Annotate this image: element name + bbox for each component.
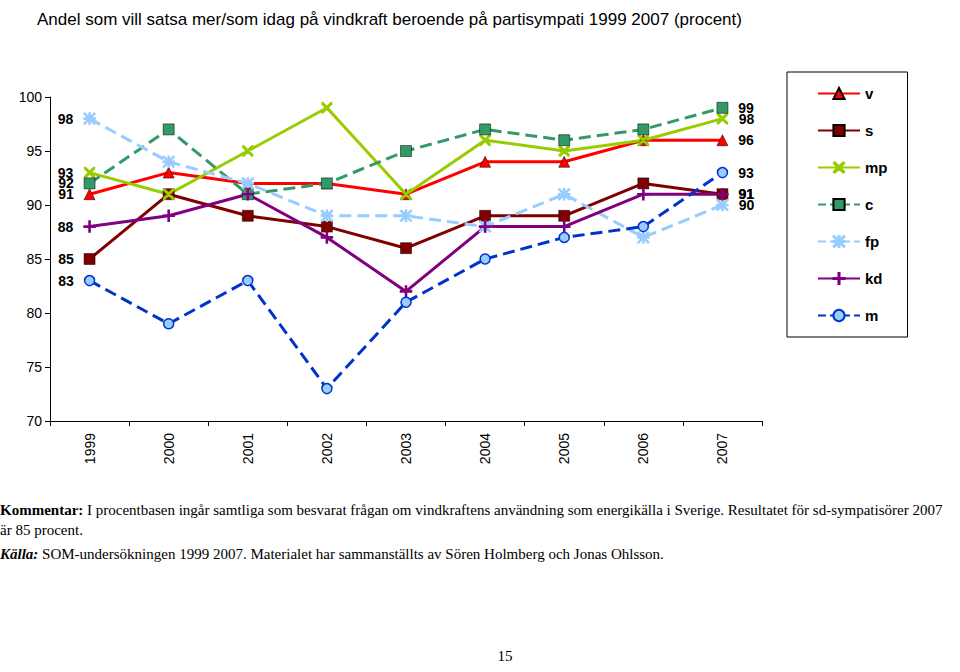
svg-text:1999: 1999	[82, 433, 98, 464]
svg-text:kd: kd	[865, 270, 883, 287]
svg-text:2007: 2007	[714, 433, 730, 464]
svg-text:2003: 2003	[398, 433, 414, 464]
svg-text:98: 98	[58, 111, 74, 127]
svg-text:m: m	[865, 307, 878, 324]
html-text:Kommentar: I procentbasen ingå: Kommentar: I procentbasen ingår samtliga…	[0, 502, 943, 538]
svg-text:70: 70	[26, 413, 42, 429]
svg-text:Andel som vill satsa mer/som i: Andel som vill satsa mer/som idag på vin…	[37, 10, 742, 29]
svg-text:c: c	[865, 196, 873, 213]
svg-text:93: 93	[57, 164, 74, 181]
html-text:Källa: SOM-undersökningen 1999: Källa: SOM-undersökningen 1999 2007. Mat…	[0, 546, 664, 562]
svg-text:100: 100	[19, 89, 43, 105]
svg-text:fp: fp	[865, 233, 879, 250]
svg-text:2006: 2006	[635, 433, 651, 464]
svg-text:85: 85	[26, 251, 42, 267]
svg-text:88: 88	[58, 219, 74, 235]
svg-text:96: 96	[738, 132, 754, 148]
svg-text:99: 99	[738, 100, 754, 116]
svg-text:90: 90	[26, 197, 42, 213]
svg-text:2000: 2000	[161, 433, 177, 464]
svg-text:91: 91	[738, 186, 754, 202]
svg-text:2005: 2005	[556, 433, 572, 464]
svg-text:92: 92	[58, 175, 74, 191]
svg-text:93: 93	[738, 165, 754, 181]
svg-text:mp: mp	[865, 159, 888, 176]
svg-text:91: 91	[58, 186, 74, 203]
svg-text:91: 91	[739, 186, 755, 202]
svg-text:75: 75	[26, 359, 42, 375]
svg-text:83: 83	[58, 273, 74, 289]
svg-text:v: v	[865, 85, 874, 102]
html-text:15: 15	[497, 648, 513, 664]
svg-text:2001: 2001	[240, 433, 256, 464]
svg-text:80: 80	[26, 305, 42, 321]
svg-text:90: 90	[738, 197, 755, 213]
svg-text:95: 95	[26, 143, 42, 159]
svg-text:s: s	[865, 122, 873, 139]
svg-text:2004: 2004	[477, 433, 493, 464]
svg-text:85: 85	[58, 251, 74, 267]
svg-text:2002: 2002	[319, 433, 335, 464]
svg-text:98: 98	[738, 110, 755, 127]
